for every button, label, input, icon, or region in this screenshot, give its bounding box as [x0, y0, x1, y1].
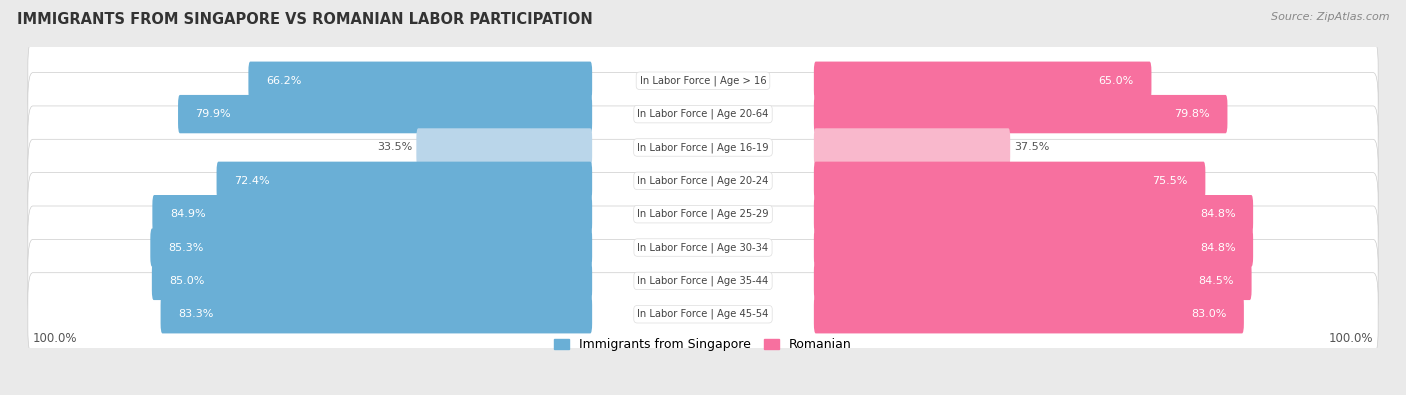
Text: 85.3%: 85.3% [167, 243, 204, 252]
FancyBboxPatch shape [217, 162, 592, 200]
FancyBboxPatch shape [28, 173, 1378, 256]
Text: 75.5%: 75.5% [1153, 176, 1188, 186]
Text: Source: ZipAtlas.com: Source: ZipAtlas.com [1271, 12, 1389, 22]
FancyBboxPatch shape [814, 128, 1010, 167]
FancyBboxPatch shape [814, 262, 1251, 300]
Text: In Labor Force | Age > 16: In Labor Force | Age > 16 [640, 75, 766, 86]
FancyBboxPatch shape [28, 73, 1378, 156]
Text: 72.4%: 72.4% [233, 176, 270, 186]
Text: 84.8%: 84.8% [1199, 243, 1236, 252]
FancyBboxPatch shape [416, 128, 592, 167]
Text: IMMIGRANTS FROM SINGAPORE VS ROMANIAN LABOR PARTICIPATION: IMMIGRANTS FROM SINGAPORE VS ROMANIAN LA… [17, 12, 592, 27]
FancyBboxPatch shape [160, 295, 592, 333]
FancyBboxPatch shape [28, 273, 1378, 356]
FancyBboxPatch shape [28, 106, 1378, 189]
Text: 79.8%: 79.8% [1174, 109, 1211, 119]
Text: 65.0%: 65.0% [1098, 76, 1133, 86]
FancyBboxPatch shape [150, 228, 592, 267]
FancyBboxPatch shape [249, 62, 592, 100]
Text: In Labor Force | Age 30-34: In Labor Force | Age 30-34 [637, 242, 769, 253]
Text: 83.3%: 83.3% [179, 309, 214, 319]
Text: 66.2%: 66.2% [266, 76, 301, 86]
FancyBboxPatch shape [814, 228, 1253, 267]
Text: In Labor Force | Age 20-24: In Labor Force | Age 20-24 [637, 175, 769, 186]
FancyBboxPatch shape [28, 39, 1378, 122]
Text: 85.0%: 85.0% [169, 276, 205, 286]
Text: In Labor Force | Age 45-54: In Labor Force | Age 45-54 [637, 309, 769, 320]
Text: In Labor Force | Age 16-19: In Labor Force | Age 16-19 [637, 142, 769, 153]
FancyBboxPatch shape [28, 206, 1378, 289]
Text: 84.9%: 84.9% [170, 209, 205, 219]
FancyBboxPatch shape [179, 95, 592, 133]
FancyBboxPatch shape [814, 95, 1227, 133]
Text: 79.9%: 79.9% [195, 109, 231, 119]
FancyBboxPatch shape [28, 239, 1378, 322]
Text: In Labor Force | Age 35-44: In Labor Force | Age 35-44 [637, 276, 769, 286]
FancyBboxPatch shape [814, 62, 1152, 100]
Text: 37.5%: 37.5% [1015, 143, 1050, 152]
Text: 83.0%: 83.0% [1191, 309, 1226, 319]
Text: 84.8%: 84.8% [1199, 209, 1236, 219]
FancyBboxPatch shape [152, 262, 592, 300]
FancyBboxPatch shape [28, 139, 1378, 222]
Text: In Labor Force | Age 25-29: In Labor Force | Age 25-29 [637, 209, 769, 220]
FancyBboxPatch shape [814, 195, 1253, 233]
FancyBboxPatch shape [152, 195, 592, 233]
Legend: Immigrants from Singapore, Romanian: Immigrants from Singapore, Romanian [550, 333, 856, 356]
FancyBboxPatch shape [814, 295, 1244, 333]
Text: 100.0%: 100.0% [1329, 332, 1374, 345]
Text: In Labor Force | Age 20-64: In Labor Force | Age 20-64 [637, 109, 769, 119]
FancyBboxPatch shape [814, 162, 1205, 200]
Text: 33.5%: 33.5% [377, 143, 412, 152]
Text: 84.5%: 84.5% [1198, 276, 1234, 286]
Text: 100.0%: 100.0% [32, 332, 77, 345]
